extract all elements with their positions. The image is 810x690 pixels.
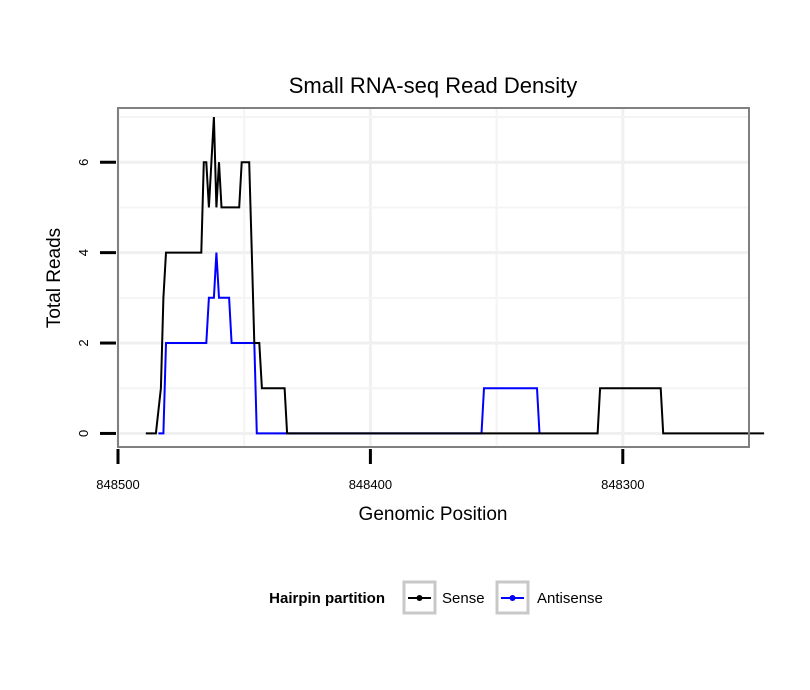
- legend-title: Hairpin partition: [269, 590, 385, 607]
- chart-title: Small RNA-seq Read Density: [289, 73, 578, 98]
- x-tick-label: 848400: [349, 477, 392, 492]
- grid: [116, 108, 750, 447]
- legend-key-point: [416, 595, 423, 601]
- legend-key-point: [509, 595, 516, 601]
- y-tick-label: 2: [76, 339, 91, 346]
- legend-label-sense: Sense: [442, 590, 485, 607]
- legend-label-antisense: Antisense: [537, 590, 603, 607]
- y-axis: 0 2 4 6: [76, 159, 116, 437]
- plot-panel-border: [117, 107, 750, 448]
- x-tick-label: 848300: [601, 477, 644, 492]
- y-tick-label: 6: [76, 159, 91, 166]
- y-tick-label: 4: [76, 249, 91, 256]
- series-line-sense: [145, 116, 765, 435]
- series-lines: [145, 116, 765, 435]
- series-line-antisense: [158, 252, 541, 435]
- y-tick-label: 0: [76, 430, 91, 437]
- x-axis-title: Genomic Position: [359, 504, 508, 525]
- legend-item-antisense: Antisense: [495, 580, 603, 615]
- x-axis: 848500 848400 848300: [96, 449, 644, 492]
- x-tick-label: 848500: [96, 477, 139, 492]
- legend: Hairpin partition Sense Antisense: [269, 580, 603, 615]
- y-axis-title: Total Reads: [44, 228, 65, 328]
- legend-item-sense: Sense: [402, 580, 485, 615]
